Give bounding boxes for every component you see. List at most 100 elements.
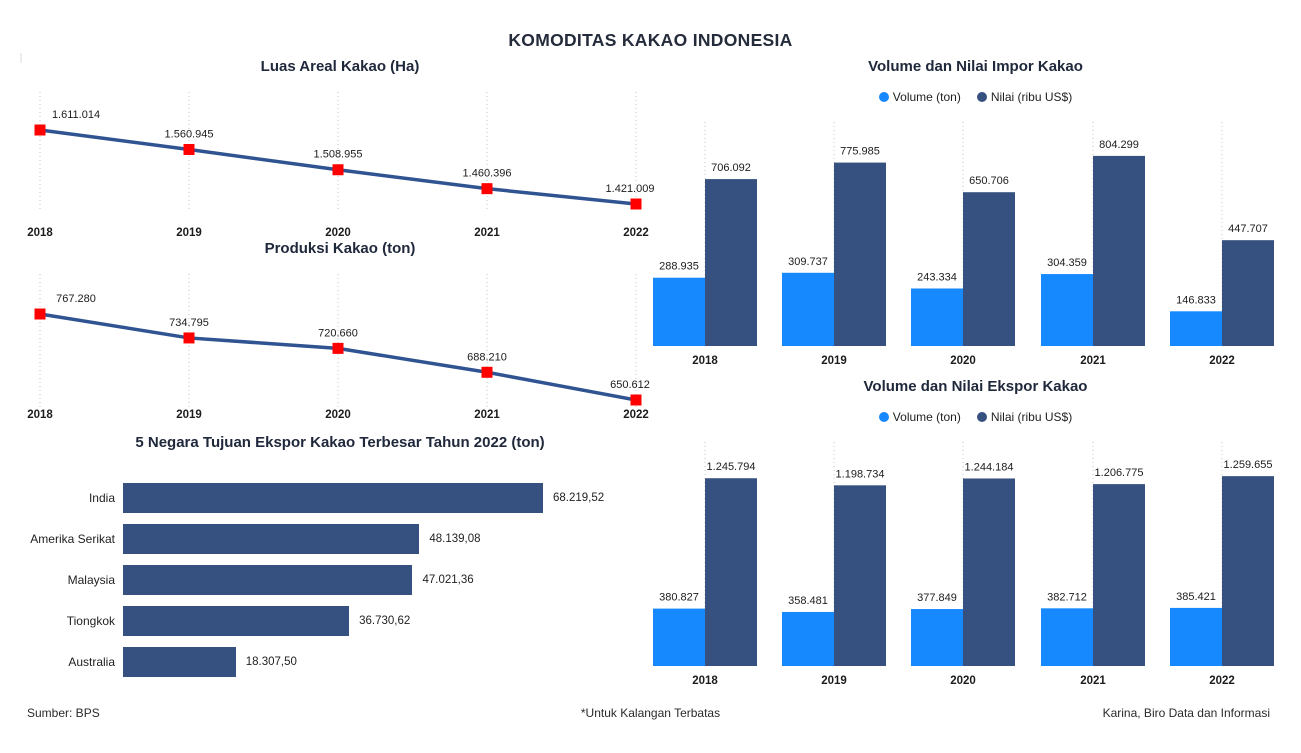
x-tick-label: 2018 <box>692 675 718 687</box>
nilai-bar <box>963 192 1015 346</box>
bar-value-label: 377.849 <box>917 592 957 604</box>
data-point-marker <box>34 124 46 136</box>
bar-value-label: 18.307,50 <box>245 656 297 668</box>
volume-bar <box>782 272 834 346</box>
volume-bar <box>1041 608 1093 666</box>
bar-value-label: 1.206.775 <box>1095 467 1144 479</box>
data-point-marker <box>630 198 642 210</box>
data-point-marker <box>332 164 344 176</box>
legend-item-volume: Volume (ton) <box>878 90 961 104</box>
data-point-marker <box>481 366 493 378</box>
nilai-legend-dot-icon <box>976 412 987 422</box>
nilai-bar <box>1222 476 1274 666</box>
chart-impor-title: Volume dan Nilai Impor Kakao <box>868 58 1083 75</box>
chart-top-ekspor: 5 Negara Tujuan Ekspor Kakao Terbesar Ta… <box>20 428 660 690</box>
bar-value-label: 385.421 <box>1176 591 1216 603</box>
x-tick-label: 2022 <box>623 227 649 239</box>
x-tick-label: 2020 <box>325 409 351 421</box>
data-point-marker <box>34 308 46 320</box>
legend-label-nilai: Nilai (ribu US$) <box>990 90 1073 104</box>
country-label: Amerika Serikat <box>30 532 115 546</box>
x-tick-label: 2021 <box>474 409 500 421</box>
x-tick-label: 2022 <box>1209 355 1235 367</box>
country-bar <box>123 606 350 636</box>
bar-value-label: 1.259.655 <box>1224 459 1273 471</box>
bar-value-label: 1.244.184 <box>965 461 1014 473</box>
bar-value-label: 706.092 <box>711 162 751 174</box>
x-tick-label: 2020 <box>950 355 976 367</box>
bar-value-label: 380.827 <box>659 592 699 604</box>
bar-value-label: 1.245.794 <box>707 461 756 473</box>
country-bar <box>123 483 543 513</box>
chart-impor: Volume dan Nilai Impor Kakao Volume (ton… <box>650 58 1301 370</box>
nilai-bar <box>705 478 757 666</box>
data-point-marker <box>183 144 195 156</box>
legend-label-volume: Volume (ton) <box>892 410 961 424</box>
bar-value-label: 146.833 <box>1176 294 1216 306</box>
hbar-row: Tiongkok 36.730,62 <box>20 606 660 636</box>
bar-value-label: 382.712 <box>1047 591 1087 603</box>
bar-value-label: 243.334 <box>917 271 957 283</box>
country-label: Tiongkok <box>66 614 115 628</box>
bar-value-label: 47.021,36 <box>422 574 474 586</box>
bar-value-label: 48.139,08 <box>429 533 481 545</box>
data-point-marker <box>630 394 642 406</box>
chart-luas-areal: Luas Areal Kakao (Ha) 1.611.014 2018 1.560… <box>20 58 660 240</box>
chart-ekspor: Volume dan Nilai Ekspor Kakao Volume (to… <box>650 378 1301 690</box>
page-title: KOMODITAS KAKAO INDONESIA <box>508 30 793 50</box>
data-point-marker <box>481 183 493 195</box>
point-value-label: 650.612 <box>610 379 650 391</box>
volume-bar <box>911 609 963 666</box>
x-tick-label: 2018 <box>692 355 718 367</box>
nilai-bar <box>834 485 886 666</box>
legend-label-nilai: Nilai (ribu US$) <box>990 410 1073 424</box>
point-value-label: 1.508.955 <box>314 149 363 161</box>
bar-value-label: 358.481 <box>788 595 828 607</box>
data-point-marker <box>183 332 195 344</box>
volume-bar <box>1041 274 1093 346</box>
chart-luas-areal-title: Luas Areal Kakao (Ha) <box>260 58 420 75</box>
x-tick-label: 2022 <box>623 409 649 421</box>
x-tick-label: 2021 <box>1080 355 1106 367</box>
chart-ekspor-title: Volume dan Nilai Ekspor Kakao <box>863 378 1088 395</box>
x-tick-label: 2019 <box>176 409 202 421</box>
nilai-bar <box>1222 240 1274 346</box>
volume-bar <box>782 611 834 666</box>
bar-value-label: 68.219,52 <box>553 492 605 504</box>
country-bar <box>123 524 420 554</box>
legend-label-volume: Volume (ton) <box>892 90 961 104</box>
volume-bar <box>653 277 705 346</box>
x-tick-label: 2019 <box>176 227 202 239</box>
x-tick-label: 2020 <box>325 227 351 239</box>
nilai-bar <box>963 478 1015 666</box>
chart-impor-legend: Volume (ton) Nilai (ribu US$) <box>650 90 1301 104</box>
chart-produksi: Produksi Kakao (ton) 767.280 2018 734.795 2… <box>20 240 660 425</box>
footer-credit: Karina, Biro Data dan Informasi <box>1102 706 1270 720</box>
x-tick-label: 2019 <box>821 355 847 367</box>
x-tick-label: 2019 <box>821 675 847 687</box>
point-value-label: 688.210 <box>467 351 507 363</box>
bar-value-label: 36.730,62 <box>359 615 411 627</box>
country-bar <box>123 565 413 595</box>
volume-bar <box>1170 607 1222 666</box>
point-value-label: 734.795 <box>169 317 209 329</box>
chart-ekspor-legend: Volume (ton) Nilai (ribu US$) <box>650 410 1301 424</box>
chart-top-ekspor-bars: India 68.219,52 Amerika Serikat 48.139,08 Ma… <box>20 483 660 688</box>
bar-value-label: 804.299 <box>1099 139 1139 151</box>
x-tick-label: 2020 <box>950 675 976 687</box>
footer-source: Sumber: BPS <box>27 706 100 720</box>
hbar-row: India 68.219,52 <box>20 483 660 513</box>
hbar-row: Australia 18.307,50 <box>20 647 660 677</box>
hbar-row: Amerika Serikat 48.139,08 <box>20 524 660 554</box>
point-value-label: 720.660 <box>318 327 358 339</box>
data-point-marker <box>332 342 344 354</box>
hbar-row: Malaysia 47.021,36 <box>20 565 660 595</box>
volume-legend-dot-icon <box>878 412 889 422</box>
point-value-label: 1.421.009 <box>606 183 655 195</box>
chart-luas-areal-plot: 1.611.014 2018 1.560.945 2019 1.508.955 2020 1… <box>27 92 655 239</box>
volume-bar <box>1170 311 1222 346</box>
point-value-label: 1.611.014 <box>52 109 100 121</box>
country-label: Australia <box>68 655 115 669</box>
nilai-legend-dot-icon <box>976 92 987 102</box>
chart-produksi-plot: 767.280 2018 734.795 2019 720.660 2020 688.210… <box>27 274 650 421</box>
